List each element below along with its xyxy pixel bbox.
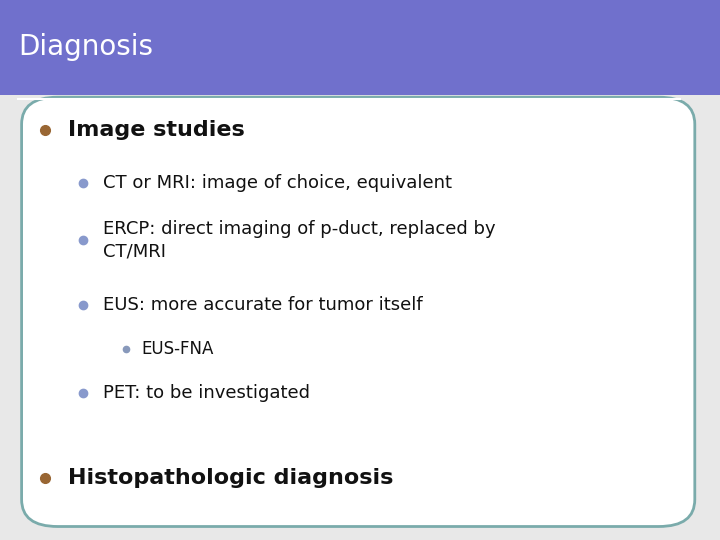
FancyBboxPatch shape: [22, 97, 695, 526]
FancyBboxPatch shape: [0, 0, 720, 94]
Text: CT or MRI: image of choice, equivalent: CT or MRI: image of choice, equivalent: [103, 173, 452, 192]
Text: Image studies: Image studies: [68, 119, 245, 140]
Text: EUS-FNA: EUS-FNA: [142, 340, 215, 359]
Text: EUS: more accurate for tumor itself: EUS: more accurate for tumor itself: [103, 296, 423, 314]
Text: ERCP: direct imaging of p-duct, replaced by
CT/MRI: ERCP: direct imaging of p-duct, replaced…: [103, 220, 495, 261]
Text: Diagnosis: Diagnosis: [18, 33, 153, 61]
Text: Histopathologic diagnosis: Histopathologic diagnosis: [68, 468, 394, 488]
Text: PET: to be investigated: PET: to be investigated: [103, 384, 310, 402]
